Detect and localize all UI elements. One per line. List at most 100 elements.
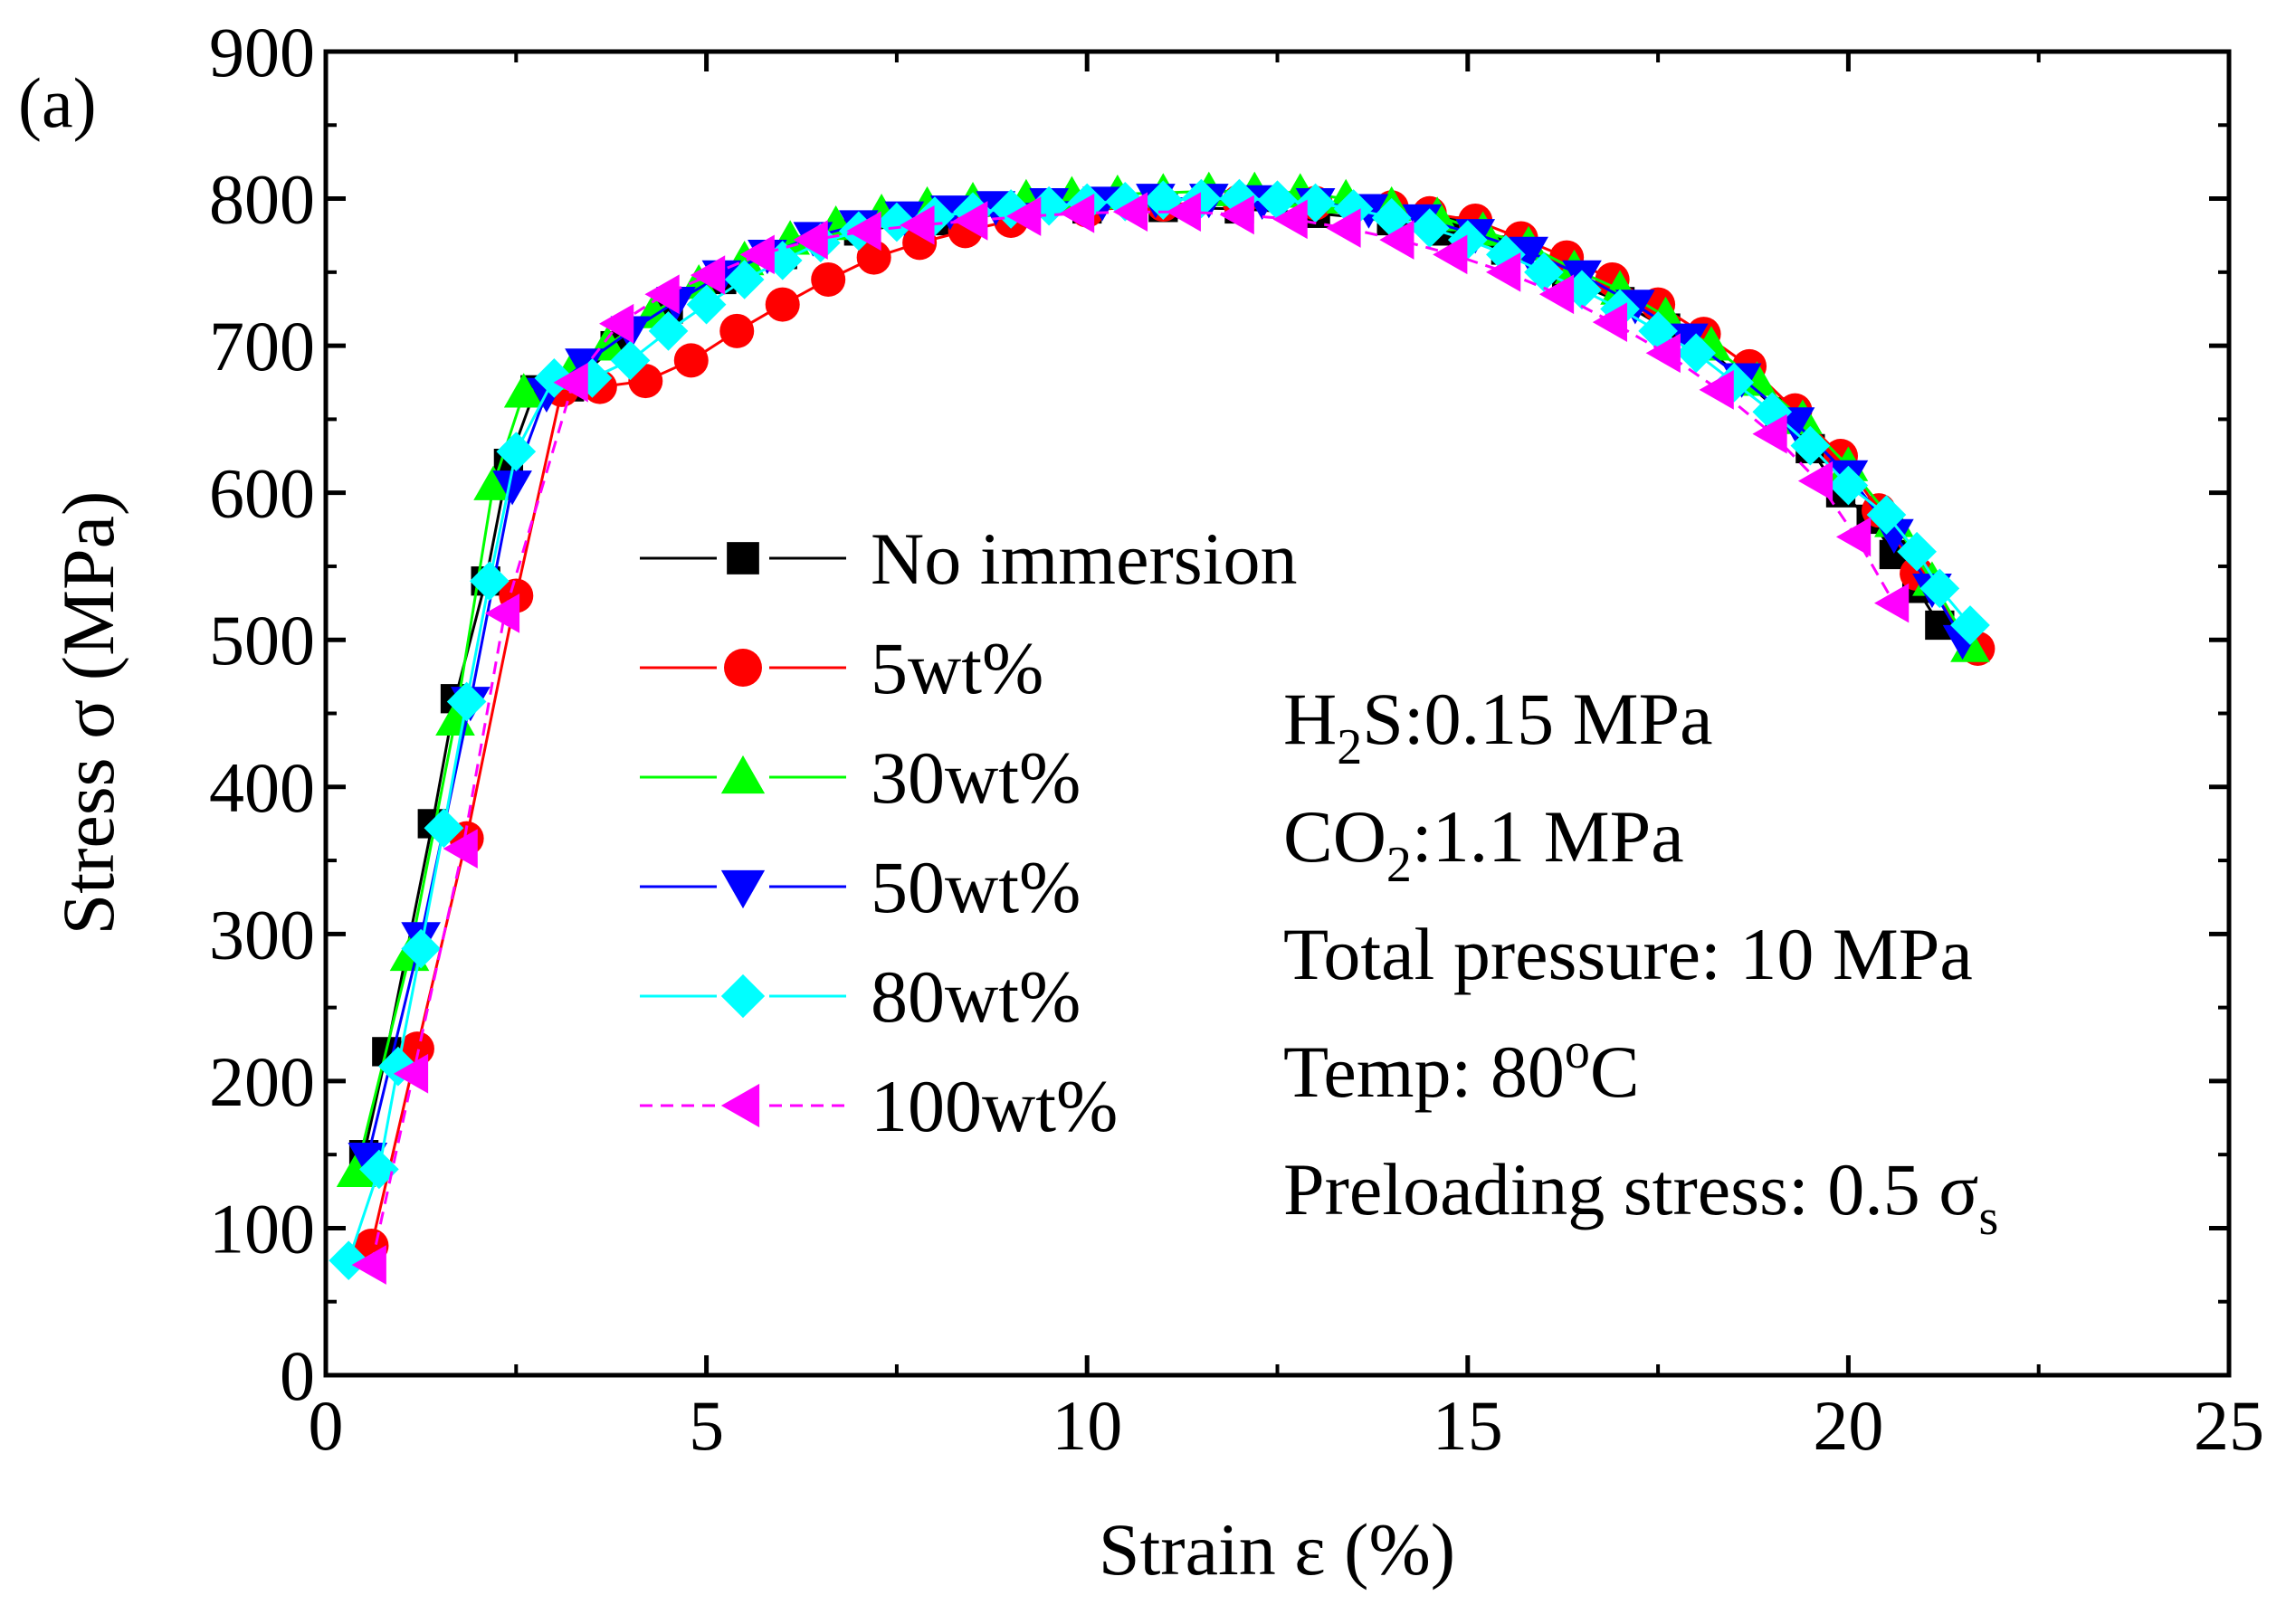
legend-marker <box>727 542 759 575</box>
x-tick-label: 5 <box>689 1386 724 1465</box>
data-point-100wtpct <box>393 1053 429 1094</box>
data-point-100wtpct <box>846 211 881 252</box>
data-point-5wtpct <box>765 287 800 322</box>
data-point-100wtpct <box>900 204 935 245</box>
legend-entry-100wtpct: 100wt% <box>640 1065 1118 1147</box>
data-point-80wtpct <box>1409 208 1450 248</box>
data-point-100wtpct <box>644 274 680 315</box>
data-point-80wtpct <box>1752 392 1793 432</box>
data-point-100wtpct <box>1835 517 1872 557</box>
data-point-80wtpct <box>686 284 727 325</box>
data-point-80wtpct <box>610 340 651 381</box>
data-point-80wtpct <box>1919 568 1960 609</box>
data-point-80wtpct <box>1866 495 1907 535</box>
data-point-100wtpct <box>351 1245 386 1285</box>
legend-label: 100wt% <box>871 1065 1118 1147</box>
annotation-block: H2S:0.15 MPa CO2:1.1 MPa Total pressure: 1… <box>1283 678 1998 1246</box>
x-tick-label: 0 <box>309 1386 344 1465</box>
data-point-80wtpct <box>378 1046 418 1087</box>
data-point-80wtpct <box>724 260 765 299</box>
annotation-line: Total pressure: 10 MPa <box>1283 913 1973 995</box>
data-point-80wtpct <box>470 561 510 602</box>
data-point-80wtpct <box>329 1240 369 1281</box>
y-tick-label: 100 <box>209 1189 315 1268</box>
data-point-80wtpct <box>1105 181 1146 222</box>
legend-label: 30wt% <box>871 736 1081 819</box>
data-point-80wtpct <box>1897 531 1937 572</box>
legend-marker <box>720 1083 760 1128</box>
y-tick-label: 800 <box>209 160 315 239</box>
series-layer <box>329 171 1995 1285</box>
data-point-100wtpct <box>1059 193 1095 233</box>
data-point-80wtpct <box>762 240 803 280</box>
data-point-80wtpct <box>1714 362 1755 403</box>
x-tick-label: 15 <box>1433 1386 1503 1465</box>
data-point-100wtpct <box>484 594 520 633</box>
y-tick-label: 900 <box>209 13 315 91</box>
data-point-100wtpct <box>1112 192 1148 233</box>
x-tick-label: 20 <box>1813 1386 1883 1465</box>
data-point-5wtpct <box>673 343 709 378</box>
data-point-100wtpct <box>599 303 634 344</box>
data-point-30wtpct <box>336 1152 376 1188</box>
annotation-part: o <box>1565 1023 1590 1079</box>
data-point-80wtpct <box>648 311 689 351</box>
x-tick-label: 10 <box>1052 1386 1122 1465</box>
y-tick-label: 500 <box>209 601 315 679</box>
legend-entry-30wtpct: 30wt% <box>640 736 1081 819</box>
data-point-80wtpct <box>1562 270 1602 310</box>
data-point-80wtpct <box>1950 605 1990 645</box>
legend-label: 80wt% <box>871 955 1081 1038</box>
annotation-line: Preloading stress: 0.5 σs <box>1283 1148 1998 1246</box>
data-point-100wtpct <box>1166 192 1201 233</box>
data-point-80wtpct <box>424 808 464 849</box>
data-point-100wtpct <box>1006 196 1042 236</box>
data-point-5wtpct <box>811 261 846 297</box>
data-point-80wtpct <box>1790 425 1831 466</box>
axes-layer: 0 5 10 15 20 25 0 100 200 300 400 500 600 700 800 900 <box>209 13 2264 1465</box>
data-point-80wtpct <box>496 432 537 472</box>
data-point-5wtpct <box>856 240 891 275</box>
annotation-part: S:0.15 MPa <box>1362 678 1712 760</box>
annotation-part: H <box>1283 678 1337 760</box>
data-point-100wtpct <box>1592 302 1628 342</box>
legend-label: No immersion <box>871 518 1297 600</box>
annotation-part: s <box>1978 1190 1998 1246</box>
legend-label: 50wt% <box>871 846 1081 928</box>
annotation-line: Temp: 80oC <box>1283 1023 1640 1113</box>
data-point-100wtpct <box>553 362 588 403</box>
data-point-100wtpct <box>1797 461 1834 501</box>
y-tick-label: 300 <box>209 895 315 973</box>
data-point-100wtpct <box>1272 199 1308 240</box>
y-tick-label: 200 <box>209 1042 315 1121</box>
data-point-100wtpct <box>1699 370 1734 410</box>
data-point-100wtpct <box>690 255 726 295</box>
x-tick-label: 25 <box>2194 1386 2264 1465</box>
legend-entry-no-immersion: No immersion <box>640 518 1297 600</box>
y-axis-title: Stress σ (MPa) <box>47 491 129 935</box>
data-point-100wtpct <box>1219 195 1254 235</box>
annotation-part: Preloading stress: 0.5 σ <box>1283 1148 1978 1230</box>
annotation-part: Temp: 80 <box>1283 1030 1565 1113</box>
data-point-100wtpct <box>1379 220 1414 260</box>
series-100wtpct <box>351 192 1910 1285</box>
legend-entry-5wtpct: 5wt% <box>640 627 1043 709</box>
x-axis-title: Strain ε (%) <box>1099 1508 1455 1591</box>
data-point-50wtpct <box>1509 236 1548 271</box>
data-point-100wtpct <box>793 220 828 260</box>
data-point-80wtpct <box>1676 333 1717 374</box>
data-point-30wtpct <box>473 465 513 500</box>
annotation-part: :1.1 MPa <box>1412 795 1684 878</box>
legend-entry-80wtpct: 80wt% <box>640 955 1081 1038</box>
legend-marker <box>720 973 766 1019</box>
data-point-50wtpct <box>492 470 532 506</box>
annotation-line: CO2:1.1 MPa <box>1283 795 1684 893</box>
legend-entry-50wtpct: 50wt% <box>640 846 1081 928</box>
y-tick-label: 600 <box>209 454 315 533</box>
data-point-80wtpct <box>1524 252 1564 292</box>
annotation-part: 2 <box>1337 719 1362 775</box>
annotation-part: C <box>1590 1030 1640 1113</box>
legend-marker <box>720 755 766 794</box>
data-point-80wtpct <box>446 681 487 722</box>
